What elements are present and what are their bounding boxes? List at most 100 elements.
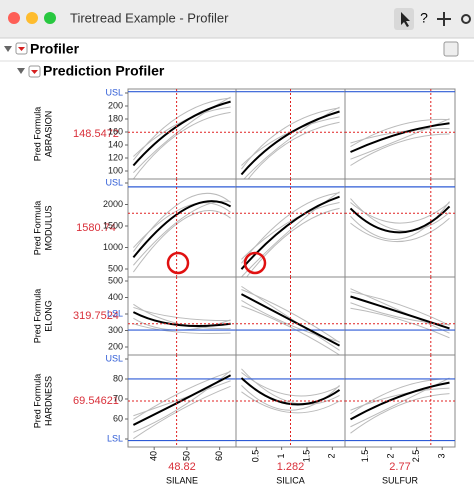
close-button[interactable] [8, 12, 20, 24]
factor-current-value: 48.82 [168, 461, 196, 473]
bootstrap-curve [241, 192, 340, 264]
crosshair-tool[interactable] [437, 12, 451, 26]
response-current-value: 1580.74 [76, 222, 116, 234]
bootstrap-curve [241, 385, 340, 411]
profile-cell [127, 178, 237, 278]
y-tick-label: LSL [107, 433, 123, 443]
bootstrap-curve [350, 202, 450, 224]
prediction-curve [349, 205, 451, 234]
response-label: Pred Formula [32, 107, 42, 162]
bootstrap-curve [133, 380, 231, 417]
highlight-circle [166, 251, 190, 275]
response-current-value: 148.5472 [73, 128, 119, 140]
x-tick-label: 2 [385, 453, 395, 458]
bootstrap-curve [350, 377, 450, 428]
bootstrap-curve [350, 201, 450, 240]
x-tick-label: 60 [214, 451, 224, 461]
x-tick-label: 2.5 [411, 450, 421, 463]
bootstrap-curve [350, 217, 450, 243]
x-tick-label: 2 [327, 453, 337, 458]
bootstrap-curve [350, 128, 450, 144]
bootstrap-curve [241, 289, 340, 343]
y-tick-label: 180 [108, 113, 123, 123]
bootstrap-curve [350, 307, 450, 339]
bootstrap-curve [132, 192, 231, 252]
x-tick-label: 1 [276, 453, 286, 458]
y-tick-label: 100 [108, 165, 123, 175]
prediction-curve [350, 122, 450, 153]
factor-name: SILANE [166, 475, 198, 485]
zoom-button[interactable] [44, 12, 56, 24]
x-tick-label: 1.5 [360, 450, 370, 463]
y-tick-label: 500 [108, 275, 123, 285]
prediction-curve [132, 311, 231, 328]
y-tick-label: USL [105, 87, 123, 97]
prediction-curve [132, 100, 231, 167]
bootstrap-curve [133, 323, 231, 335]
profile-cell [344, 276, 456, 356]
highlight-circle [243, 251, 267, 275]
x-tick-label: 40 [149, 451, 159, 461]
x-tick-label: 50 [181, 451, 191, 461]
bootstrap-curve [133, 96, 231, 174]
bootstrap-curve [133, 303, 231, 330]
help-tool[interactable]: ? [420, 10, 428, 26]
y-tick-label: 400 [108, 292, 123, 302]
bootstrap-curve [241, 305, 340, 356]
profiler-title: Prediction Profiler [43, 63, 165, 79]
profile-cell [344, 178, 456, 278]
panel-button[interactable] [443, 41, 459, 57]
red-menu-icon [18, 47, 25, 51]
bootstrap-curve [350, 288, 450, 334]
x-tick-label: 1.5 [301, 450, 311, 463]
y-tick-label: 2000 [103, 199, 123, 209]
brush-tool[interactable] [461, 14, 471, 24]
bootstrap-curve [350, 118, 450, 160]
bootstrap-curve [241, 106, 340, 183]
response-label: HARDNESS [43, 376, 53, 426]
bootstrap-curve [241, 121, 340, 189]
y-tick-label: 1000 [103, 242, 123, 252]
bootstrap-curve [133, 385, 231, 440]
y-tick-label: LSL [107, 308, 123, 318]
bootstrap-curve [350, 118, 450, 148]
arrow-icon [401, 12, 410, 27]
y-tick-label: USL [105, 353, 123, 363]
bootstrap-curve [132, 111, 231, 180]
prediction-curve [132, 200, 232, 259]
prediction-curve [350, 381, 450, 421]
profile-cell [344, 354, 456, 448]
y-tick-label: 120 [108, 152, 123, 162]
response-label: ABRASION [43, 111, 53, 158]
bootstrap-curve [350, 393, 450, 434]
prediction-curve [350, 295, 450, 330]
profiler-grid: Pred Formula ABRASION 148.5472USL200180160… [32, 87, 456, 485]
red-menu-icon [31, 70, 38, 74]
disclosure-triangle[interactable] [4, 46, 12, 52]
minimize-button[interactable] [26, 12, 38, 24]
bootstrap-curve [350, 133, 450, 166]
response-label: Pred Formula [32, 289, 42, 344]
response-current-value: 69.54621 [73, 395, 119, 407]
bootstrap-curve [133, 371, 231, 420]
factor-current-value: 2.77 [389, 461, 410, 473]
y-tick-label: USL [105, 177, 123, 187]
bootstrap-curve [350, 198, 450, 232]
prediction-curve [240, 110, 340, 176]
disclosure-triangle[interactable] [17, 68, 25, 74]
bootstrap-curve [350, 291, 450, 326]
prediction-curve [240, 293, 341, 347]
y-tick-label: 200 [108, 100, 123, 110]
x-tick-label: 3 [437, 453, 447, 458]
y-tick-label: 1500 [103, 220, 123, 230]
y-tick-label: 160 [108, 126, 123, 136]
response-label: Pred Formula [32, 201, 42, 256]
bootstrap-curve [350, 387, 450, 411]
y-tick-label: 60 [113, 413, 123, 423]
response-label: ELONG [43, 300, 53, 332]
bootstrap-curve [241, 191, 340, 278]
y-tick-label: 200 [108, 341, 123, 351]
bootstrap-curve [133, 97, 231, 161]
factor-name: SILICA [276, 475, 305, 485]
